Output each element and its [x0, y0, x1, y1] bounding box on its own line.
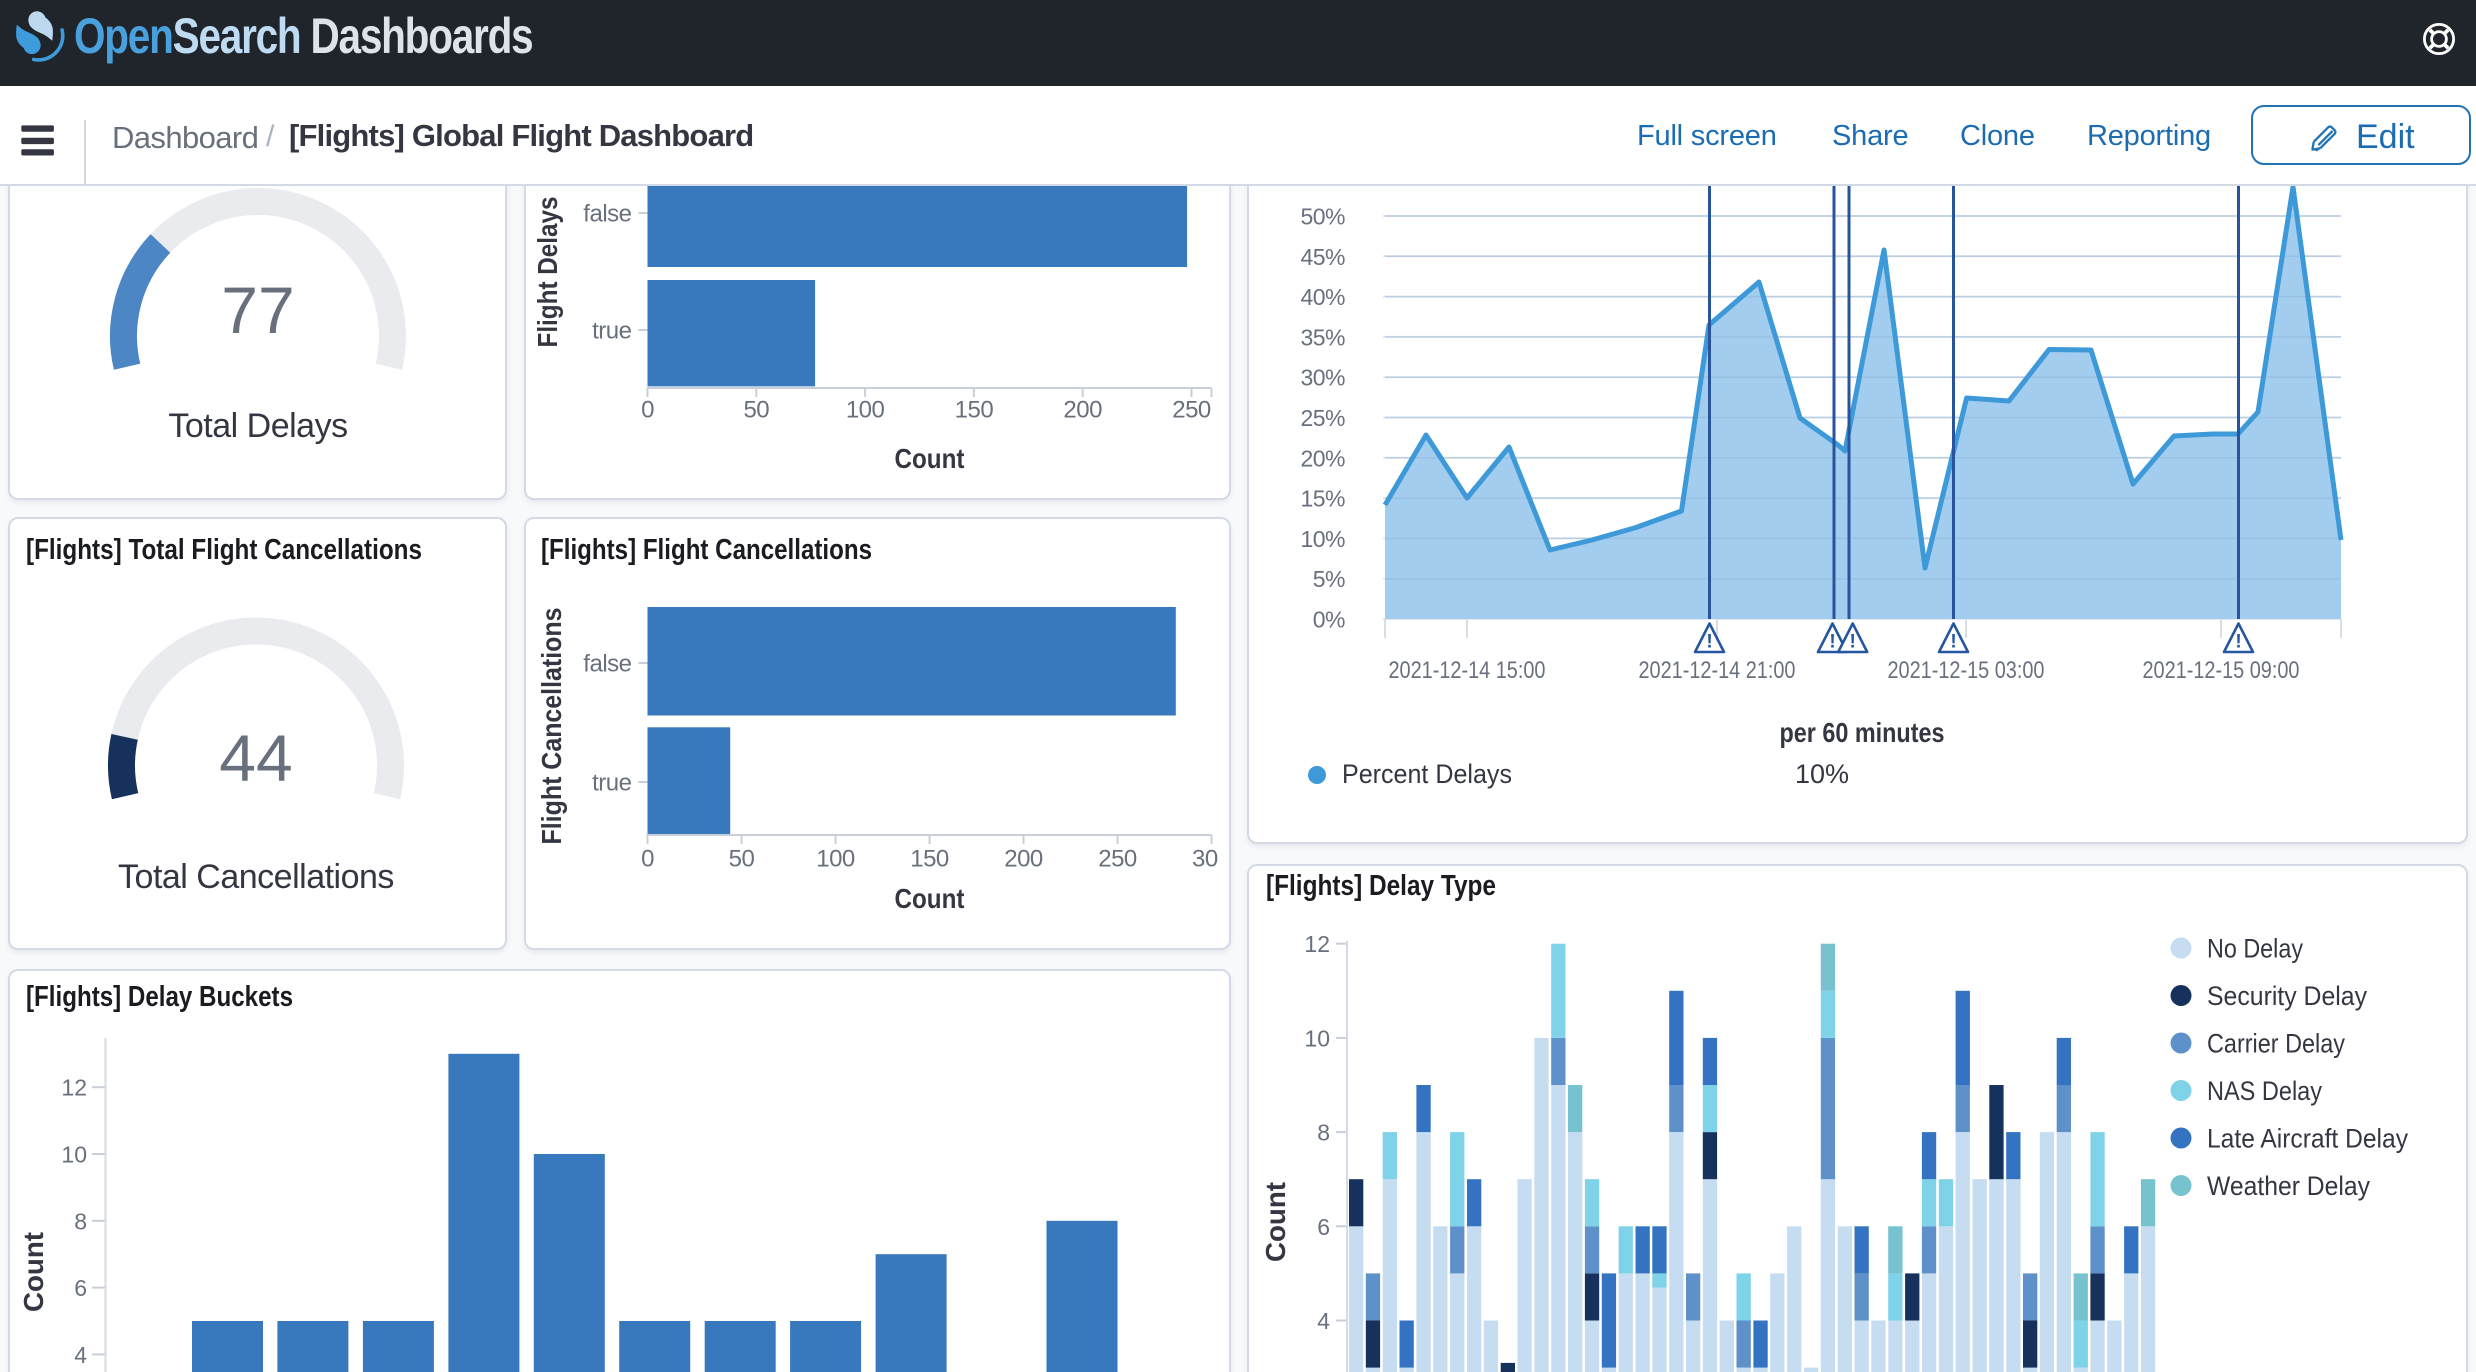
svg-text:false: false: [583, 201, 631, 228]
svg-text:Count: Count: [18, 1232, 49, 1312]
svg-text:77: 77: [221, 273, 294, 347]
svg-text:30%: 30%: [1300, 365, 1345, 391]
svg-text:Total Cancellations: Total Cancellations: [118, 858, 394, 896]
svg-text:35%: 35%: [1300, 324, 1345, 350]
svg-text:No Delay: No Delay: [2207, 934, 2303, 964]
svg-text:2021-12-14 21:00: 2021-12-14 21:00: [1639, 657, 1796, 684]
svg-text:Count: Count: [895, 883, 965, 914]
svg-text:!: !: [2235, 632, 2241, 653]
svg-text:Flight Cancellations: Flight Cancellations: [536, 608, 567, 845]
svg-text:!: !: [1950, 632, 1956, 653]
svg-text:150: 150: [955, 397, 994, 424]
svg-text:[Flights] Delay Buckets: [Flights] Delay Buckets: [26, 981, 293, 1013]
svg-text:2021-12-15 03:00: 2021-12-15 03:00: [1888, 657, 2045, 684]
svg-text:6: 6: [74, 1275, 87, 1301]
svg-text:8: 8: [1317, 1120, 1330, 1146]
svg-text:10: 10: [61, 1142, 87, 1168]
svg-text:12: 12: [61, 1075, 87, 1101]
svg-text:100: 100: [846, 397, 885, 424]
svg-text:10%: 10%: [1300, 526, 1345, 552]
svg-text:Flight Delays: Flight Delays: [532, 197, 563, 348]
svg-text:6: 6: [1317, 1214, 1330, 1240]
svg-text:30: 30: [1192, 846, 1218, 873]
svg-text:250: 250: [1098, 846, 1137, 873]
svg-text:Weather Delay: Weather Delay: [2207, 1171, 2370, 1201]
svg-text:45%: 45%: [1300, 244, 1345, 270]
svg-text:[Flights] Flight Cancellations: [Flights] Flight Cancellations: [541, 534, 872, 566]
svg-text:4: 4: [1317, 1308, 1330, 1334]
svg-text:Count: Count: [895, 443, 965, 474]
svg-text:2021-12-15 09:00: 2021-12-15 09:00: [2143, 657, 2300, 684]
svg-text:20%: 20%: [1300, 445, 1345, 471]
svg-text:50%: 50%: [1300, 204, 1345, 230]
svg-text:100: 100: [816, 846, 855, 873]
svg-text:Count: Count: [1260, 1182, 1291, 1262]
svg-text:2021-12-14 15:00: 2021-12-14 15:00: [1389, 657, 1546, 684]
svg-text:10%: 10%: [1795, 759, 1849, 789]
svg-text:Late Aircraft Delay: Late Aircraft Delay: [2207, 1124, 2408, 1154]
svg-text:per 60 minutes: per 60 minutes: [1780, 717, 1945, 748]
svg-text:Percent Delays: Percent Delays: [1342, 759, 1512, 789]
svg-text:200: 200: [1004, 846, 1043, 873]
svg-text:5%: 5%: [1313, 566, 1345, 592]
svg-text:Total Delays: Total Delays: [168, 407, 347, 445]
svg-text:4: 4: [74, 1342, 87, 1368]
svg-text:Security Delay: Security Delay: [2207, 981, 2367, 1011]
svg-text:NAS Delay: NAS Delay: [2207, 1076, 2322, 1106]
svg-text:40%: 40%: [1300, 284, 1345, 310]
svg-text:0: 0: [641, 397, 654, 424]
svg-text:250: 250: [1172, 397, 1211, 424]
svg-text:0%: 0%: [1313, 607, 1345, 633]
svg-text:15%: 15%: [1300, 486, 1345, 512]
svg-text:!: !: [1829, 632, 1835, 653]
svg-text:8: 8: [74, 1208, 87, 1234]
svg-text:[Flights] Delay Type: [Flights] Delay Type: [1266, 870, 1496, 902]
svg-text:150: 150: [910, 846, 949, 873]
svg-text:50: 50: [743, 397, 769, 424]
svg-text:12: 12: [1304, 931, 1330, 957]
svg-text:10: 10: [1304, 1025, 1330, 1051]
svg-text:[Flights] Total Flight Cancell: [Flights] Total Flight Cancellations: [26, 534, 422, 566]
svg-text:25%: 25%: [1300, 405, 1345, 431]
svg-text:true: true: [592, 770, 632, 797]
svg-text:Carrier Delay: Carrier Delay: [2207, 1029, 2345, 1059]
svg-text:200: 200: [1063, 397, 1102, 424]
svg-text:false: false: [583, 651, 631, 678]
svg-text:!: !: [1850, 632, 1856, 653]
svg-text:!: !: [1706, 632, 1712, 653]
svg-text:44: 44: [219, 721, 292, 795]
svg-text:true: true: [592, 318, 632, 345]
svg-text:50: 50: [729, 846, 755, 873]
svg-text:0: 0: [641, 846, 654, 873]
